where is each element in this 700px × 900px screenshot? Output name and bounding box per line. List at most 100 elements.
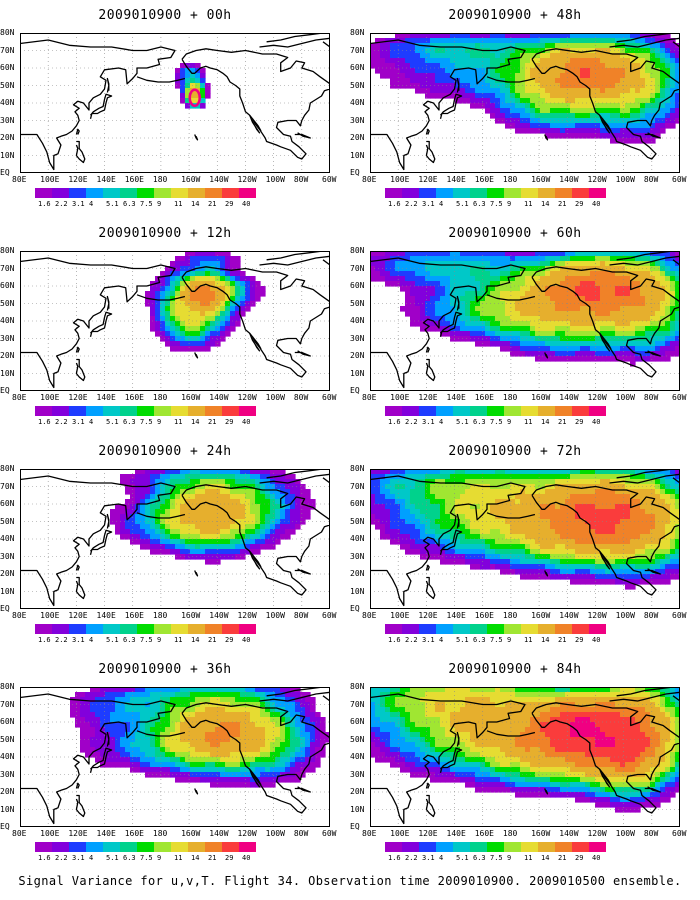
coastline [609,37,680,48]
colorbar-label: 1.6 [388,854,401,862]
colorbar-label: 5.1 [106,636,119,644]
colorbar-label: 14 [541,200,550,208]
panel-title: 2009010900 + 48h [448,8,582,23]
colorbar-swatch [120,624,137,634]
colorbar-label: 40 [242,854,251,862]
coastline [456,295,460,311]
colorbar-label: 40 [242,418,251,426]
longitude-label: 140W [559,393,579,402]
longitude-label: 160E [124,393,144,402]
colorbar-label: 4 [439,636,444,644]
coastline [486,730,536,737]
panel-title: 2009010900 + 24h [98,444,232,459]
colorbar-label: 40 [592,200,601,208]
longitude-label: 180 [502,829,518,838]
longitude-label: 120W [587,611,607,620]
coastline [259,691,330,702]
latitude-label: 30N [350,333,365,343]
coastline [425,576,436,600]
coastline [266,251,324,261]
colorbar [35,406,256,416]
variance-map [370,469,680,609]
coastline [531,266,680,378]
colorbar-swatch [402,188,419,198]
colorbar-label: 4 [89,636,94,644]
colorbar-label: 29 [575,200,584,208]
latitude-label: 20N [350,787,365,796]
map-frame [20,251,330,391]
coastline [294,350,311,357]
panel-title: 2009010900 + 84h [448,662,582,677]
colorbar-label: 40 [242,200,251,208]
coastline [456,513,460,529]
latitude-label: 30N [350,551,365,561]
coastline [136,76,186,83]
map-panel: 2009010900 + 72h 80N 70N 60N 50N 40N 30N 20N 10N… [350,444,686,659]
colorbar-label: 21 [208,636,217,644]
colorbar-label: 11 [174,418,183,426]
colorbar-label: 21 [208,418,217,426]
longitude-label: 100W [265,393,285,402]
longitude-label: 100W [615,829,635,838]
coastline [89,93,113,119]
longitude-label: 120E [418,393,438,402]
colorbar [35,188,256,198]
latitude-label: 60N [350,499,365,508]
colorbar-swatch [555,188,572,198]
colorbar-swatch [154,188,171,198]
colorbar-label: 11 [174,636,183,644]
coastline [75,346,80,353]
colorbar-swatch [453,842,470,852]
colorbar-label: 3.1 [422,854,435,862]
latitude-label: 50N [0,516,15,526]
colorbar-swatch [470,406,487,416]
longitude-label: 120E [68,175,88,184]
coastline [249,769,261,788]
map-frame [20,33,330,173]
colorbar-label: 3.1 [72,418,85,426]
colorbar-swatch [86,188,103,198]
longitude-label: 140E [96,393,116,402]
coastline [439,93,463,119]
coastline [425,140,436,164]
colorbar-label: 40 [242,636,251,644]
latitude-label: 20N [350,351,365,360]
colorbar-swatch [419,842,436,852]
latitude-label: 50N [350,734,365,744]
latitude-label: 50N [0,80,15,90]
colorbar-swatch [487,624,504,634]
colorbar-label: 29 [575,418,584,426]
coastline [609,255,680,266]
longitude-label: 60W [672,393,687,402]
map-panel: 2009010900 + 36h 80N 70N 60N 50N 40N 30N 20N 10N… [0,662,336,877]
coastline [259,473,330,484]
longitude-label: 180 [502,393,518,402]
colorbar-swatch [419,188,436,198]
longitude-label: 120E [418,611,438,620]
colorbar-label: 3.1 [422,636,435,644]
longitude-label: 160E [124,175,144,184]
latitude-label: 60N [0,717,15,726]
longitude-label: 180 [152,393,168,402]
longitude-label: 160W [531,829,551,838]
longitude-label: 180 [502,611,518,620]
coastline [599,551,611,570]
colorbar-label: 7.5 [490,418,503,426]
colorbar-swatch [188,624,205,634]
coastline [194,352,199,359]
colorbar-label: 29 [225,200,234,208]
latitude-label: 60N [0,499,15,508]
longitude-label: 140E [446,175,466,184]
longitude-label: 140E [96,829,116,838]
longitude-label: 80E [362,393,377,402]
colorbar-swatch [538,406,555,416]
coastline [251,336,262,350]
colorbar-label: 1.6 [38,418,51,426]
colorbar-swatch [86,842,103,852]
coastline [456,77,460,93]
coastline [322,259,330,266]
colorbar-label: 2.2 [55,854,68,862]
latitude-label: EQ [0,168,10,177]
longitude-label: 160W [181,175,201,184]
latitude-label: 60N [350,717,365,726]
